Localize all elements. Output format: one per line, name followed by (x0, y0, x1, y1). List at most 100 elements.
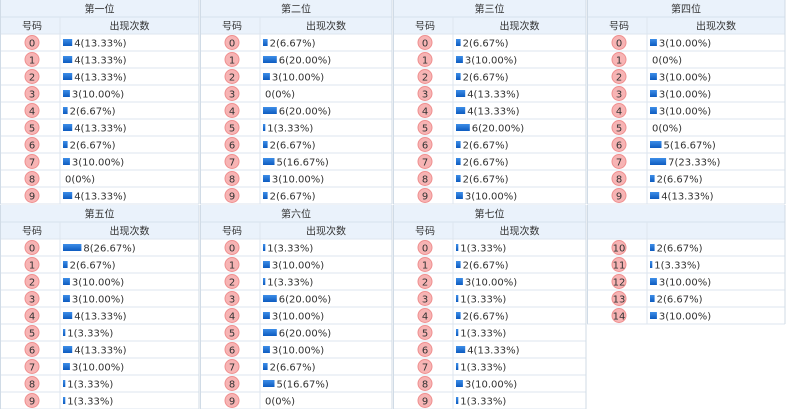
number-ball (417, 103, 433, 118)
count-bar (650, 295, 655, 302)
count-label: 4(13.33%) (74, 73, 126, 84)
count-bar (650, 175, 655, 182)
number: 10 (613, 244, 626, 255)
count-label: 0(0%) (652, 124, 682, 135)
number: 4 (29, 107, 35, 118)
count-bar (63, 363, 70, 370)
count-label: 3(10.00%) (659, 107, 711, 118)
count-bar (456, 363, 459, 370)
col-header: 号码 (222, 21, 242, 33)
number: 3 (229, 90, 235, 101)
count-label: 3(10.00%) (272, 346, 324, 357)
number-ball (24, 257, 40, 272)
number-ball (24, 274, 40, 289)
count-bar (63, 124, 73, 131)
number-ball (611, 52, 627, 67)
count-label: 1(3.33%) (267, 244, 313, 255)
count-label: 3(10.00%) (465, 278, 517, 289)
count-label: 2(6.67%) (270, 363, 316, 374)
count-bar (650, 90, 657, 97)
count-bar (63, 158, 70, 165)
number: 0 (422, 39, 428, 50)
count-bar (63, 346, 73, 353)
count-label: 4(13.33%) (74, 39, 126, 50)
number: 14 (613, 312, 626, 323)
number-ball (224, 154, 240, 169)
number-ball (224, 359, 240, 374)
number: 5 (422, 329, 428, 340)
count-label: 3(10.00%) (465, 380, 517, 391)
number-ball (611, 86, 627, 101)
count-bar (263, 39, 268, 46)
panel-title: 第一位 (85, 3, 115, 16)
number-ball (24, 171, 40, 186)
count-label: 2(6.67%) (270, 192, 316, 203)
number-ball (24, 69, 40, 84)
number: 4 (422, 107, 428, 118)
number: 1 (229, 261, 235, 272)
count-bar (263, 312, 270, 319)
count-label: 3(10.00%) (72, 278, 124, 289)
number: 1 (616, 56, 622, 67)
number: 7 (229, 363, 235, 374)
count-label: 6(20.00%) (279, 329, 331, 340)
count-label: 3(10.00%) (659, 39, 711, 50)
panel-title: 第五位 (85, 208, 115, 221)
count-label: 3(10.00%) (465, 192, 517, 203)
number-ball (24, 308, 40, 323)
count-label: 4(13.33%) (467, 107, 519, 118)
number: 4 (422, 312, 428, 323)
number: 6 (29, 346, 35, 357)
count-bar (456, 124, 470, 131)
count-label: 3(10.00%) (659, 278, 711, 289)
count-bar (263, 73, 270, 80)
count-label: 1(3.33%) (460, 397, 506, 408)
number-ball (224, 103, 240, 118)
number-ball (611, 35, 627, 50)
count-bar (263, 295, 277, 302)
panel-title: 第六位 (281, 208, 311, 221)
number-ball (417, 86, 433, 101)
count-bar (650, 39, 657, 46)
count-label: 3(10.00%) (659, 312, 711, 323)
count-bar (456, 329, 459, 336)
number: 4 (229, 107, 235, 118)
col-header: 出现次数 (696, 20, 736, 33)
count-bar (456, 158, 461, 165)
count-label: 5(16.67%) (664, 141, 716, 152)
number-ball (417, 291, 433, 306)
count-bar (650, 312, 657, 319)
count-bar (456, 244, 459, 251)
number: 3 (422, 90, 428, 101)
count-label: 3(10.00%) (72, 295, 124, 306)
number: 2 (616, 73, 622, 84)
number: 7 (29, 158, 35, 169)
number: 9 (422, 397, 428, 408)
number: 8 (29, 380, 35, 391)
number: 5 (29, 124, 35, 135)
col-header: 号码 (415, 21, 435, 33)
number-ball (224, 240, 240, 255)
count-bar (263, 175, 270, 182)
number: 1 (29, 261, 35, 272)
number: 6 (229, 141, 235, 152)
count-bar (263, 380, 275, 387)
count-bar (63, 380, 66, 387)
count-label: 1(3.33%) (654, 261, 700, 272)
count-label: 6(20.00%) (472, 124, 524, 135)
number-ball (611, 120, 627, 135)
number-ball (611, 69, 627, 84)
count-bar (263, 141, 268, 148)
count-label: 0(0%) (265, 397, 295, 408)
count-bar (650, 141, 662, 148)
count-bar (456, 73, 461, 80)
col-header: 出现次数 (306, 20, 346, 33)
count-bar (456, 90, 466, 97)
number: 9 (229, 397, 235, 408)
col-header: 出现次数 (306, 225, 346, 238)
number: 0 (29, 39, 35, 50)
count-label: 4(13.33%) (467, 90, 519, 101)
number-ball (224, 342, 240, 357)
count-bar (456, 192, 463, 199)
number-ball (417, 120, 433, 135)
